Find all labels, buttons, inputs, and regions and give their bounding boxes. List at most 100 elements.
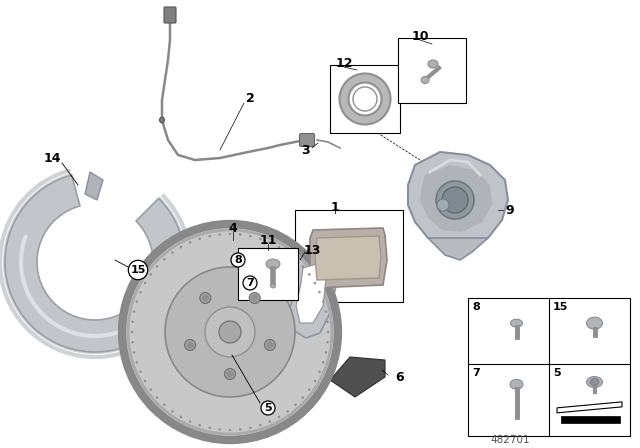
Ellipse shape	[436, 181, 474, 219]
Ellipse shape	[239, 428, 241, 431]
Text: 3: 3	[301, 143, 309, 156]
Ellipse shape	[159, 117, 164, 123]
Ellipse shape	[266, 259, 280, 269]
Text: 14: 14	[44, 151, 61, 164]
Ellipse shape	[131, 341, 134, 344]
Ellipse shape	[249, 235, 252, 237]
Ellipse shape	[353, 87, 377, 111]
Text: 9: 9	[506, 203, 515, 216]
Bar	[468, 298, 630, 436]
Text: 5: 5	[264, 403, 272, 413]
FancyBboxPatch shape	[164, 7, 176, 23]
Ellipse shape	[510, 379, 523, 389]
Ellipse shape	[131, 331, 133, 333]
Ellipse shape	[156, 265, 159, 267]
Ellipse shape	[301, 265, 304, 267]
Ellipse shape	[428, 60, 438, 68]
Ellipse shape	[136, 361, 138, 363]
Ellipse shape	[133, 351, 136, 353]
Text: 5: 5	[553, 368, 561, 378]
Ellipse shape	[133, 310, 136, 313]
Text: 7: 7	[246, 278, 254, 288]
Polygon shape	[310, 228, 387, 288]
Ellipse shape	[184, 340, 196, 350]
Ellipse shape	[205, 307, 255, 357]
Bar	[238, 248, 298, 300]
Ellipse shape	[239, 233, 241, 236]
Ellipse shape	[189, 241, 191, 244]
Ellipse shape	[140, 291, 141, 293]
Ellipse shape	[198, 237, 201, 240]
Ellipse shape	[271, 284, 275, 288]
Ellipse shape	[442, 187, 468, 213]
Ellipse shape	[278, 416, 280, 418]
Ellipse shape	[180, 416, 182, 418]
Text: 6: 6	[396, 370, 404, 383]
Ellipse shape	[227, 370, 234, 378]
Polygon shape	[561, 416, 620, 423]
Ellipse shape	[225, 369, 236, 379]
Ellipse shape	[264, 340, 275, 350]
Ellipse shape	[136, 301, 138, 303]
Polygon shape	[408, 152, 508, 248]
Ellipse shape	[249, 293, 260, 304]
Text: 10: 10	[412, 30, 429, 43]
Ellipse shape	[171, 251, 173, 254]
Ellipse shape	[209, 426, 211, 429]
Ellipse shape	[218, 428, 221, 431]
Ellipse shape	[286, 410, 289, 413]
Ellipse shape	[219, 321, 241, 343]
Text: 1: 1	[331, 201, 339, 214]
Polygon shape	[85, 172, 103, 200]
Polygon shape	[420, 165, 492, 232]
Ellipse shape	[218, 233, 221, 236]
Ellipse shape	[228, 233, 231, 235]
Ellipse shape	[322, 301, 324, 303]
Text: 8: 8	[234, 255, 242, 265]
Bar	[295, 210, 403, 302]
FancyBboxPatch shape	[300, 134, 314, 146]
Ellipse shape	[251, 294, 258, 302]
Ellipse shape	[294, 258, 297, 260]
Ellipse shape	[125, 227, 341, 443]
Polygon shape	[296, 263, 326, 323]
Bar	[398, 38, 466, 103]
Ellipse shape	[590, 379, 599, 386]
Ellipse shape	[308, 273, 310, 276]
Polygon shape	[315, 236, 381, 280]
Ellipse shape	[163, 258, 166, 260]
Ellipse shape	[198, 424, 201, 426]
Ellipse shape	[437, 199, 449, 211]
Ellipse shape	[200, 293, 211, 304]
Ellipse shape	[122, 224, 338, 440]
Ellipse shape	[278, 246, 280, 248]
Ellipse shape	[318, 291, 321, 293]
Ellipse shape	[324, 310, 327, 313]
Ellipse shape	[327, 331, 329, 333]
Ellipse shape	[140, 370, 141, 373]
Ellipse shape	[326, 320, 329, 323]
Ellipse shape	[269, 241, 271, 244]
Ellipse shape	[202, 294, 209, 302]
Ellipse shape	[286, 251, 289, 254]
Ellipse shape	[294, 404, 297, 406]
Ellipse shape	[156, 396, 159, 399]
Ellipse shape	[301, 396, 304, 399]
Ellipse shape	[144, 282, 147, 284]
Ellipse shape	[144, 380, 147, 382]
Polygon shape	[428, 238, 488, 260]
Ellipse shape	[165, 267, 295, 397]
Ellipse shape	[269, 420, 271, 423]
Text: 4: 4	[228, 221, 237, 234]
Ellipse shape	[171, 410, 173, 413]
Text: 11: 11	[259, 233, 276, 246]
Ellipse shape	[322, 361, 324, 363]
Ellipse shape	[586, 317, 602, 329]
Ellipse shape	[186, 341, 193, 349]
Ellipse shape	[308, 388, 310, 391]
Ellipse shape	[180, 246, 182, 248]
Ellipse shape	[314, 380, 316, 382]
Ellipse shape	[131, 320, 134, 323]
Ellipse shape	[511, 319, 522, 327]
Ellipse shape	[266, 341, 273, 349]
